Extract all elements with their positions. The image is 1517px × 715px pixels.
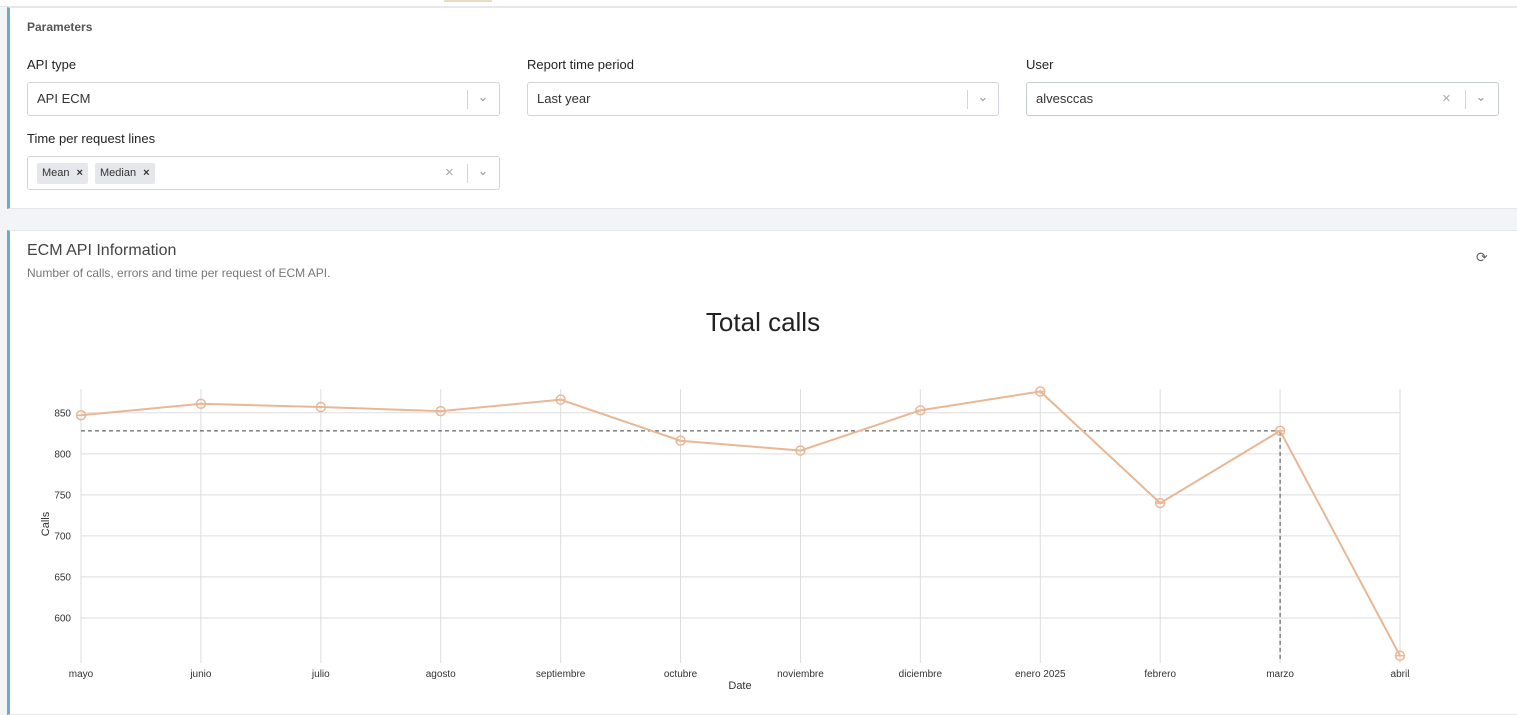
x-tick-label: julio (311, 669, 330, 680)
tag-median: Median × (95, 163, 155, 184)
api-type-select[interactable]: API ECM ⌄ (27, 82, 500, 116)
y-tick-label: 650 (54, 572, 71, 583)
hover-crosshair (81, 430, 1281, 659)
user-label: User (1026, 57, 1054, 72)
chart-grid (80, 389, 1401, 663)
x-tick-label: agosto (426, 669, 456, 680)
api-type-separator (467, 90, 468, 109)
y-tick-label: 700 (54, 531, 71, 542)
api-type-value: API ECM (37, 91, 91, 106)
report-period-select[interactable]: Last year ⌄ (527, 82, 999, 116)
tag-median-label: Median (100, 167, 137, 179)
info-subtitle: Number of calls, errors and time per req… (27, 266, 331, 280)
api-info-panel: ECM API Information Number of calls, err… (7, 230, 1517, 715)
refresh-icon[interactable]: ⟳ (1476, 249, 1488, 265)
user-separator (1465, 90, 1466, 109)
x-tick-label: junio (189, 669, 212, 680)
x-tick-label: noviembre (777, 669, 824, 680)
tag-mean-label: Mean (42, 167, 70, 179)
chevron-down-icon[interactable]: ⌄ (1475, 89, 1487, 104)
api-type-label: API type (27, 57, 77, 72)
user-value: alvesccas (1036, 91, 1094, 106)
x-tick-label: diciembre (899, 669, 943, 680)
x-tick-label: septiembre (536, 669, 586, 680)
report-period-label: Report time period (527, 57, 634, 72)
y-tick-label: 850 (54, 408, 71, 419)
x-tick-label: marzo (1266, 669, 1294, 680)
x-tick-label: mayo (69, 669, 94, 680)
x-tick-label: abril (1391, 669, 1410, 680)
chevron-down-icon[interactable]: ⌄ (477, 89, 489, 104)
y-axis-label: Calls (40, 511, 52, 536)
remove-tag-icon[interactable]: × (143, 167, 150, 179)
active-tab-indicator (444, 0, 492, 2)
series-total-calls (75, 386, 1406, 661)
report-period-value: Last year (537, 91, 591, 106)
y-tick-label: 600 (54, 613, 71, 624)
time-lines-separator (467, 164, 468, 183)
time-lines-select[interactable]: Mean × Median × × ⌄ (27, 156, 500, 190)
time-lines-label: Time per request lines (27, 131, 156, 146)
x-axis-ticks: mayo junio julio agosto septiembre octubre nov… (69, 669, 1410, 680)
info-title: ECM API Information (27, 242, 177, 259)
chevron-down-icon[interactable]: ⌄ (477, 163, 489, 178)
tag-mean: Mean × (37, 163, 88, 184)
chart-title: Total calls (706, 307, 820, 337)
clear-icon[interactable]: × (1442, 90, 1451, 107)
x-tick-label: octubre (664, 669, 698, 680)
x-tick-label: febrero (1144, 669, 1176, 680)
top-tab-strip (0, 0, 1517, 7)
remove-tag-icon[interactable]: × (76, 167, 83, 179)
x-tick-label: enero 2025 (1015, 669, 1066, 680)
report-period-separator (967, 90, 968, 109)
y-axis-ticks: 600 650 700 750 800 850 (54, 408, 71, 624)
chevron-down-icon[interactable]: ⌄ (977, 89, 989, 104)
user-select[interactable]: alvesccas × ⌄ (1026, 82, 1499, 116)
parameters-panel: Parameters API type API ECM ⌄ Report tim… (7, 7, 1517, 209)
clear-icon[interactable]: × (445, 164, 454, 181)
y-tick-label: 750 (54, 490, 71, 501)
series-line (80, 390, 1401, 657)
y-tick-label: 800 (54, 449, 71, 460)
x-axis-label: Date (728, 680, 751, 692)
parameters-title: Parameters (27, 20, 93, 34)
